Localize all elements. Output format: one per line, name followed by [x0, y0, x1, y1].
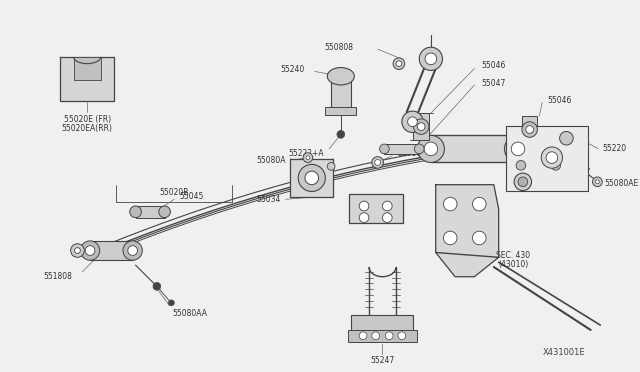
Circle shape: [74, 248, 81, 253]
Bar: [331, 76, 351, 110]
Circle shape: [425, 53, 436, 65]
Circle shape: [444, 197, 457, 211]
Circle shape: [546, 152, 557, 163]
Text: SEC. 430: SEC. 430: [496, 251, 530, 260]
Circle shape: [541, 147, 563, 168]
Circle shape: [415, 144, 424, 154]
Text: 550808: 550808: [324, 43, 353, 52]
Circle shape: [419, 47, 442, 70]
Text: 55080A: 55080A: [256, 156, 285, 165]
Bar: [136, 206, 164, 218]
Circle shape: [504, 135, 532, 163]
Circle shape: [413, 119, 429, 134]
Bar: [90, 241, 132, 260]
Circle shape: [444, 231, 457, 245]
Text: 55020R: 55020R: [159, 188, 189, 197]
Circle shape: [327, 163, 335, 170]
Bar: [60, 57, 115, 102]
Bar: [325, 107, 356, 115]
Circle shape: [595, 180, 599, 184]
Circle shape: [383, 201, 392, 211]
Circle shape: [398, 332, 406, 340]
Text: 55247: 55247: [371, 356, 395, 365]
Circle shape: [408, 117, 417, 126]
Circle shape: [306, 155, 310, 160]
Circle shape: [359, 201, 369, 211]
Circle shape: [396, 61, 402, 67]
Circle shape: [417, 135, 444, 163]
Circle shape: [85, 246, 95, 256]
Bar: [506, 126, 588, 192]
Circle shape: [128, 246, 138, 256]
Circle shape: [359, 332, 367, 340]
Text: 55080AA: 55080AA: [172, 309, 207, 318]
Circle shape: [372, 332, 380, 340]
Circle shape: [383, 213, 392, 222]
Text: 55030B: 55030B: [397, 149, 426, 158]
Circle shape: [393, 58, 404, 70]
Circle shape: [81, 241, 100, 260]
Text: (43010): (43010): [498, 260, 528, 269]
Bar: [413, 113, 429, 140]
Bar: [349, 195, 403, 224]
Bar: [291, 158, 333, 197]
Ellipse shape: [327, 68, 355, 85]
Circle shape: [168, 300, 174, 306]
Text: 55045: 55045: [179, 192, 204, 201]
Circle shape: [472, 197, 486, 211]
Text: 55020E (FR): 55020E (FR): [63, 115, 111, 124]
Circle shape: [298, 164, 325, 192]
Circle shape: [372, 157, 383, 168]
Text: 55220: 55220: [602, 144, 627, 153]
Circle shape: [303, 153, 313, 163]
Text: 55047: 55047: [566, 168, 591, 177]
Text: 55047: 55047: [481, 78, 506, 87]
Circle shape: [359, 213, 369, 222]
Bar: [351, 315, 413, 333]
Circle shape: [153, 282, 161, 290]
Circle shape: [374, 160, 381, 165]
Circle shape: [123, 241, 142, 260]
Circle shape: [305, 171, 319, 185]
Text: 55046: 55046: [547, 96, 572, 105]
Bar: [385, 144, 419, 154]
Polygon shape: [436, 185, 499, 277]
Circle shape: [380, 144, 389, 154]
Circle shape: [472, 231, 486, 245]
Circle shape: [593, 177, 602, 187]
Text: 55046: 55046: [481, 61, 506, 70]
Text: 55222+A: 55222+A: [289, 149, 324, 158]
Circle shape: [159, 206, 170, 218]
Text: 55080AE: 55080AE: [604, 179, 639, 188]
Circle shape: [518, 177, 528, 187]
Text: 55240: 55240: [281, 65, 305, 74]
Bar: [521, 160, 556, 170]
Circle shape: [402, 111, 423, 132]
Circle shape: [337, 131, 345, 138]
Text: 551808: 551808: [44, 272, 72, 281]
Text: 55034: 55034: [257, 195, 281, 204]
Text: X431001E: X431001E: [543, 348, 586, 357]
Circle shape: [385, 332, 393, 340]
Bar: [522, 116, 538, 143]
Circle shape: [525, 126, 534, 134]
Circle shape: [514, 173, 532, 190]
Bar: [348, 330, 417, 341]
Circle shape: [551, 160, 561, 170]
Circle shape: [70, 244, 84, 257]
Circle shape: [522, 122, 538, 137]
Bar: [74, 57, 100, 80]
Circle shape: [511, 142, 525, 155]
Text: 55020EA(RR): 55020EA(RR): [61, 124, 113, 133]
Circle shape: [559, 131, 573, 145]
Bar: [431, 135, 518, 163]
Circle shape: [417, 123, 425, 131]
Circle shape: [130, 206, 141, 218]
Circle shape: [424, 142, 438, 155]
Circle shape: [516, 160, 525, 170]
